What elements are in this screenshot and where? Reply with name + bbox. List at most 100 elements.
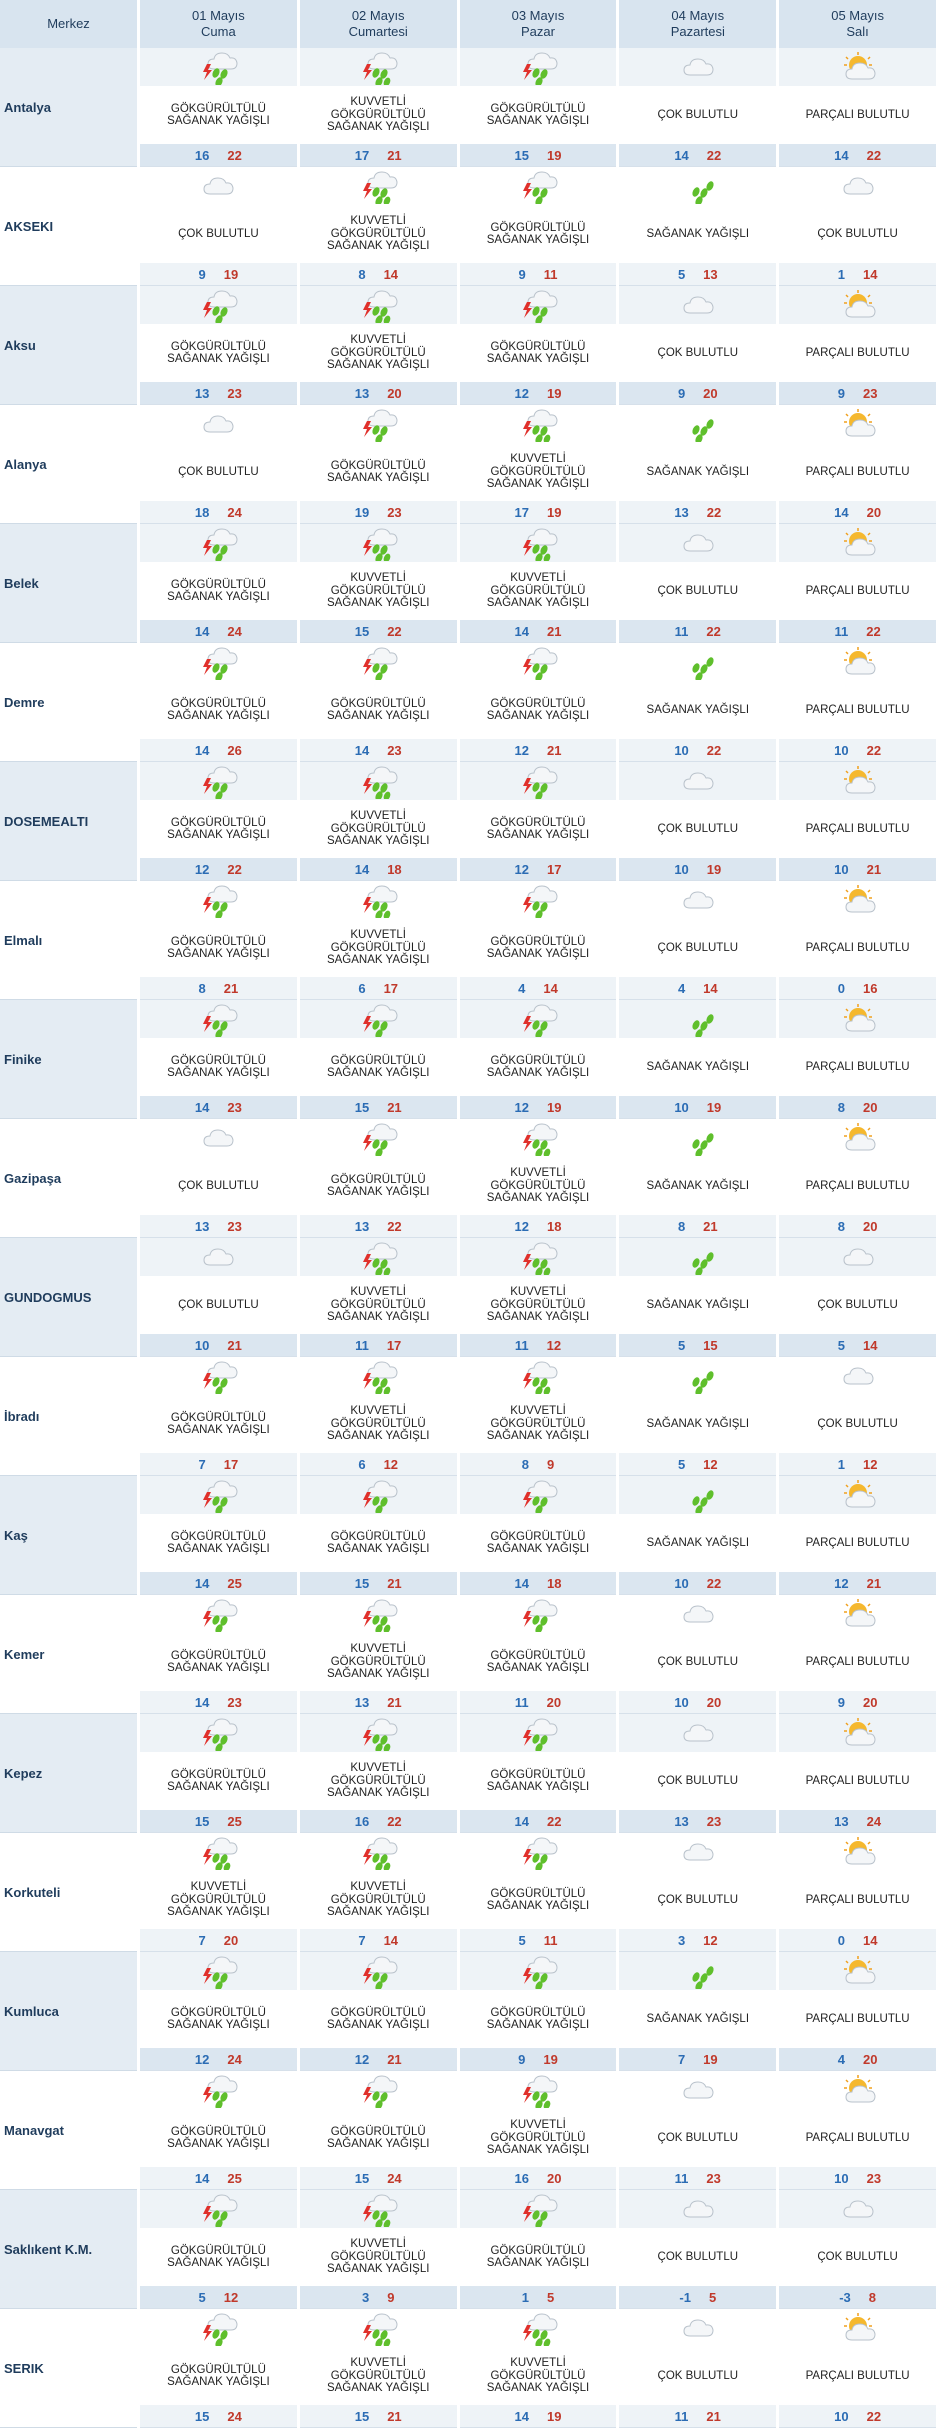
- city-name[interactable]: Belek: [0, 524, 137, 643]
- temperature-cell: 10 22: [779, 739, 936, 762]
- cloudy-icon: [838, 1358, 878, 1394]
- temperature-cell: 4 14: [459, 977, 617, 1000]
- max-temperature: 23: [387, 742, 402, 758]
- temperature-cell: 5 13: [619, 263, 777, 286]
- temperature-cell: 14 22: [779, 144, 936, 167]
- max-temperature: 5: [708, 2289, 717, 2305]
- weather-description: SAĞANAK YAĞIŞLI: [619, 1990, 777, 2048]
- day-name: Pazartesi: [670, 24, 725, 39]
- city-name[interactable]: Alanya: [0, 405, 137, 524]
- max-temperature: 20: [862, 2051, 878, 2067]
- weather-description: KUVVETLİ GÖKGÜRÜLTÜLÜ SAĞANAK YAĞIŞLI: [459, 443, 617, 501]
- city-name[interactable]: Kemer: [0, 1595, 137, 1714]
- max-temperature: 23: [227, 1218, 242, 1234]
- min-temperature: 12: [514, 1099, 529, 1115]
- weather-description: SAĞANAK YAĞIŞLI: [619, 1038, 777, 1096]
- partly-cloudy-icon: [838, 287, 878, 323]
- city-name[interactable]: Kaş: [0, 1476, 137, 1595]
- max-temperature: 18: [387, 861, 402, 877]
- city-name[interactable]: Kepez: [0, 1714, 137, 1833]
- weather-description-text: ÇOK BULUTLU: [817, 2250, 898, 2263]
- weather-description: ÇOK BULUTLU: [619, 562, 777, 620]
- city-name[interactable]: Manavgat: [0, 2071, 137, 2190]
- weather-icon-cell: [299, 405, 457, 443]
- weather-icon-cell: [619, 48, 777, 86]
- max-temperature: 20: [546, 2170, 562, 2186]
- weather-description-text: PARÇALI BULUTLU: [805, 941, 910, 954]
- city-name[interactable]: DOSEMEALTI: [0, 762, 137, 881]
- weather-description: GÖKGÜRÜLTÜLÜ SAĞANAK YAĞIŞLI: [140, 919, 297, 977]
- city-name[interactable]: Demre: [0, 643, 137, 762]
- thunder-shower-icon: [198, 1477, 238, 1513]
- temperature-cell: 12 22: [140, 858, 297, 881]
- weather-description: ÇOK BULUTLU: [619, 800, 777, 858]
- heavy-thunder-shower-icon: [358, 525, 398, 561]
- city-name[interactable]: Aksu: [0, 286, 137, 405]
- min-temperature: 11: [355, 1337, 369, 1353]
- min-temperature: 0: [837, 1932, 845, 1948]
- weather-description-text: KUVVETLİ GÖKGÜRÜLTÜLÜ SAĞANAK YAĞIŞLI: [326, 1405, 430, 1443]
- city-name[interactable]: İbradı: [0, 1357, 137, 1476]
- weather-icon-cell: [619, 881, 777, 919]
- cloudy-icon: [678, 1715, 718, 1751]
- weather-description: GÖKGÜRÜLTÜLÜ SAĞANAK YAĞIŞLI: [299, 1990, 457, 2048]
- temperature-cell: 14 23: [140, 1096, 297, 1119]
- min-temperature: 12: [194, 861, 210, 877]
- min-temperature: 15: [354, 1099, 370, 1115]
- weather-description-text: PARÇALI BULUTLU: [805, 1536, 910, 1549]
- weather-description-text: SAĞANAK YAĞIŞLI: [646, 465, 750, 478]
- temperature-cell: 11 22: [779, 620, 936, 643]
- weather-icon-cell: [140, 1595, 297, 1633]
- weather-icon-cell: [140, 1000, 297, 1038]
- city-name[interactable]: GUNDOGMUS: [0, 1238, 137, 1357]
- city-name[interactable]: Kumluca: [0, 1952, 137, 2071]
- temperature-cell: 15 21: [299, 1572, 457, 1595]
- weather-description-text: KUVVETLİ GÖKGÜRÜLTÜLÜ SAĞANAK YAĞIŞLI: [326, 1881, 430, 1919]
- partly-cloudy-icon: [838, 1120, 878, 1156]
- max-temperature: 24: [387, 2170, 402, 2186]
- weather-description: ÇOK BULUTLU: [140, 443, 297, 501]
- weather-description: KUVVETLİ GÖKGÜRÜLTÜLÜ SAĞANAK YAĞIŞLI: [299, 800, 457, 858]
- min-temperature: 4: [677, 980, 686, 996]
- max-temperature: 22: [866, 623, 881, 639]
- temperature-cell: 14 25: [140, 1572, 297, 1595]
- weather-description: KUVVETLİ GÖKGÜRÜLTÜLÜ SAĞANAK YAĞIŞLI: [299, 1871, 457, 1929]
- shower-icon: [678, 644, 718, 680]
- weather-icon-cell: [779, 1119, 936, 1157]
- max-temperature: 20: [866, 504, 882, 520]
- weather-description: GÖKGÜRÜLTÜLÜ SAĞANAK YAĞIŞLI: [140, 681, 297, 739]
- weather-description-text: ÇOK BULUTLU: [657, 2131, 739, 2144]
- temperature-cell: -3 8: [779, 2286, 936, 2309]
- city-name[interactable]: Saklıkent K.M.: [0, 2190, 137, 2309]
- temperature-cell: 12 19: [459, 1096, 617, 1119]
- city-name[interactable]: Finike: [0, 1000, 137, 1119]
- city-name[interactable]: Elmalı: [0, 881, 137, 1000]
- min-temperature: 5: [677, 1456, 686, 1472]
- temperature-cell: 13 24: [779, 1810, 936, 1833]
- city-name[interactable]: Korkuteli: [0, 1833, 137, 1952]
- min-temperature: 13: [354, 1694, 370, 1710]
- weather-description: GÖKGÜRÜLTÜLÜ SAĞANAK YAĞIŞLI: [459, 86, 617, 144]
- max-temperature: 14: [862, 1932, 878, 1948]
- min-temperature: 3: [361, 2289, 370, 2305]
- temperature-cell: 13 21: [299, 1691, 457, 1714]
- city-name[interactable]: Gazipaşa: [0, 1119, 137, 1238]
- cloudy-icon: [198, 1120, 238, 1156]
- weather-description: SAĞANAK YAĞIŞLI: [619, 1157, 777, 1215]
- city-name[interactable]: AKSEKI: [0, 167, 137, 286]
- city-name[interactable]: Antalya: [0, 48, 137, 167]
- max-temperature: 13: [703, 266, 718, 282]
- weather-description-text: ÇOK BULUTLU: [178, 1179, 259, 1192]
- weather-description-text: PARÇALI BULUTLU: [805, 1060, 910, 1073]
- thunder-shower-icon: [198, 2310, 238, 2346]
- max-temperature: 15: [703, 1337, 718, 1353]
- temperature-cell: 16 22: [140, 144, 297, 167]
- weather-icon-cell: [459, 286, 617, 324]
- city-name[interactable]: SERIK: [0, 2309, 137, 2428]
- max-temperature: 19: [546, 147, 562, 163]
- weather-icon-cell: [779, 2309, 936, 2347]
- temperature-cell: 15 22: [299, 620, 457, 643]
- weather-icon-cell: [459, 1595, 617, 1633]
- weather-description-text: PARÇALI BULUTLU: [805, 1774, 910, 1787]
- weather-icon-cell: [140, 48, 297, 86]
